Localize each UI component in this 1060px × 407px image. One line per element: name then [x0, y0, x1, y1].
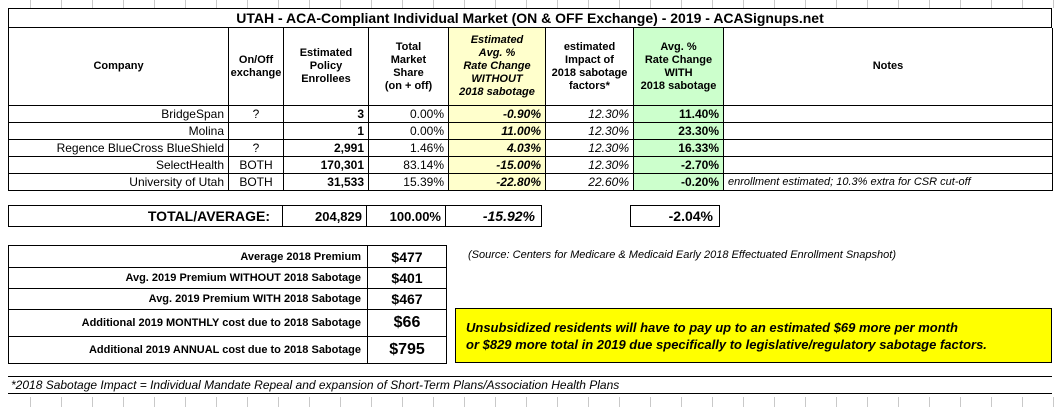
cell-notes — [724, 157, 1053, 174]
cell-market-share: 83.14% — [369, 157, 449, 174]
header-enrollees: Estimated Policy Enrollees — [284, 28, 369, 106]
cell-rate-with: -0.20% — [634, 174, 724, 191]
header-rate-change-without-sabotage: Estimated Avg. % Rate Change WITHOUT 201… — [449, 28, 546, 106]
cell-company: BridgeSpan — [9, 106, 229, 123]
sabotage-cost-callout: Unsubsidized residents will have to pay … — [455, 308, 1052, 363]
premium-row: Avg. 2019 Premium WITH 2018 Sabotage $46… — [8, 288, 1052, 310]
total-rate-without: -15.92% — [445, 205, 542, 227]
premium-label-monthly-cost: Additional 2019 MONTHLY cost due to 2018… — [8, 309, 368, 337]
cell-notes: enrollment estimated; 10.3% extra for CS… — [724, 174, 1053, 191]
cell-notes — [724, 140, 1053, 157]
cell-rate-with: 16.33% — [634, 140, 724, 157]
page-title: UTAH - ACA-Compliant Individual Market (… — [8, 8, 1052, 28]
cell-enrollees: 31,533 — [284, 174, 369, 191]
premium-label-2018: Average 2018 Premium — [8, 245, 368, 268]
cell-rate-with: 11.40% — [634, 106, 724, 123]
total-label: TOTAL/AVERAGE: — [8, 205, 283, 227]
cell-impact: 12.30% — [546, 106, 634, 123]
cell-enrollees: 170,301 — [284, 157, 369, 174]
premium-row: Average 2018 Premium $477 — [8, 245, 1052, 268]
cell-company: SelectHealth — [9, 157, 229, 174]
cell-notes — [724, 123, 1053, 140]
spreadsheet-gridlines-bottom — [0, 397, 1060, 407]
premium-label-2019-with: Avg. 2019 Premium WITH 2018 Sabotage — [8, 288, 368, 310]
cell-market-share: 1.46% — [369, 140, 449, 157]
cell-enrollees: 2,991 — [284, 140, 369, 157]
premium-value-monthly-cost: $66 — [367, 309, 447, 337]
premium-label-annual-cost: Additional 2019 ANNUAL cost due to 2018 … — [8, 336, 368, 364]
cell-rate-without: -15.00% — [449, 157, 546, 174]
premium-row: Additional 2019 MONTHLY cost due to 2018… — [8, 309, 1052, 337]
cell-market-share: 15.39% — [369, 174, 449, 191]
premium-summary-section: Average 2018 Premium $477 Avg. 2019 Prem… — [8, 245, 1052, 364]
cell-company: Molina — [9, 123, 229, 140]
header-notes: Notes — [724, 28, 1053, 106]
premium-value-annual-cost: $795 — [367, 336, 447, 364]
premium-label-2019-without: Avg. 2019 Premium WITHOUT 2018 Sabotage — [8, 267, 368, 289]
cell-impact: 12.30% — [546, 123, 634, 140]
cell-rate-without: -0.90% — [449, 106, 546, 123]
cell-notes — [724, 106, 1053, 123]
cell-exchange: BOTH — [229, 174, 284, 191]
header-company: Company — [9, 28, 229, 106]
cell-company: University of Utah — [9, 174, 229, 191]
premium-row: Additional 2019 ANNUAL cost due to 2018 … — [8, 336, 1052, 364]
cell-impact: 12.30% — [546, 140, 634, 157]
source-note: (Source: Centers for Medicare & Medicaid… — [468, 249, 896, 261]
header-exchange: On/Off exchange — [229, 28, 284, 106]
cell-exchange: ? — [229, 106, 284, 123]
cell-enrollees: 3 — [284, 106, 369, 123]
spreadsheet-gridlines-top — [0, 0, 1060, 8]
cell-impact: 22.60% — [546, 174, 634, 191]
cell-exchange — [229, 123, 284, 140]
total-enrollees: 204,829 — [282, 205, 367, 227]
cell-market-share: 0.00% — [369, 123, 449, 140]
cell-exchange: BOTH — [229, 157, 284, 174]
cell-enrollees: 1 — [284, 123, 369, 140]
header-rate-change-with-sabotage: Avg. % Rate Change WITH 2018 sabotage — [634, 28, 724, 106]
cell-impact: 12.30% — [546, 157, 634, 174]
premium-value-2019-with: $467 — [367, 288, 447, 310]
cell-rate-without: 4.03% — [449, 140, 546, 157]
cell-market-share: 0.00% — [369, 106, 449, 123]
total-rate-with: -2.04% — [630, 205, 720, 227]
cell-rate-with: -2.70% — [634, 157, 724, 174]
cell-rate-without: 11.00% — [449, 123, 546, 140]
market-table: Company On/Off exchange Estimated Policy… — [8, 28, 1053, 191]
total-gap-cell — [542, 205, 630, 227]
cell-company: Regence BlueCross BlueShield — [9, 140, 229, 157]
total-market-share: 100.00% — [366, 205, 446, 227]
header-market-share: Total Market Share (on + off) — [369, 28, 449, 106]
premium-value-2019-without: $401 — [367, 267, 447, 289]
sabotage-footnote: *2018 Sabotage Impact = Individual Manda… — [8, 376, 1052, 394]
cell-exchange: ? — [229, 140, 284, 157]
cell-rate-without: -22.80% — [449, 174, 546, 191]
header-sabotage-impact: estimated Impact of 2018 sabotage factor… — [546, 28, 634, 106]
premium-row: Avg. 2019 Premium WITHOUT 2018 Sabotage … — [8, 267, 1052, 289]
cell-rate-with: 23.30% — [634, 123, 724, 140]
sheet-content: UTAH - ACA-Compliant Individual Market (… — [8, 8, 1053, 394]
total-row: TOTAL/AVERAGE: 204,829 100.00% -15.92% -… — [8, 205, 1052, 227]
premium-value-2018: $477 — [367, 245, 447, 268]
